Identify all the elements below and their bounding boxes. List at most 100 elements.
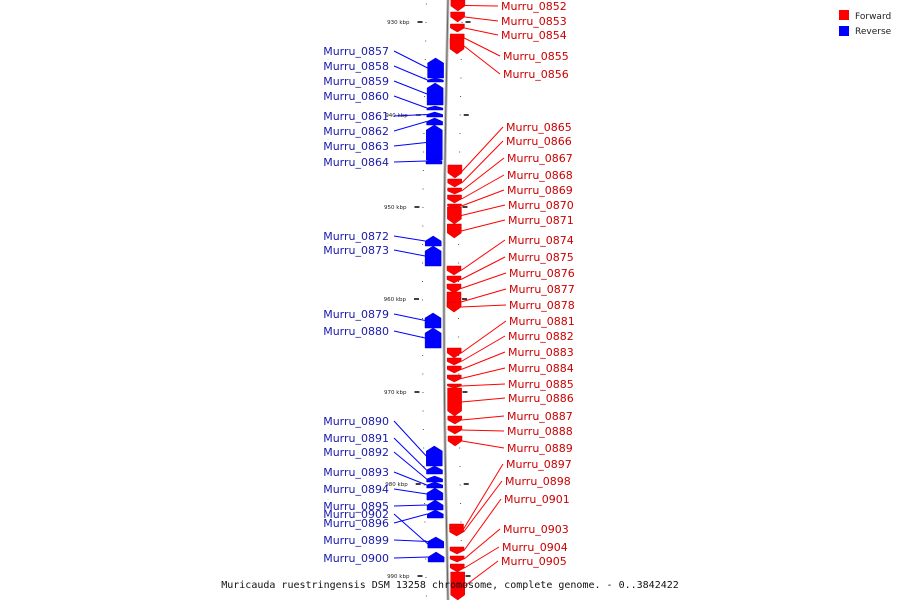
gene-label[interactable]: Murru_0893 — [323, 466, 389, 479]
gene-label[interactable]: Murru_0905 — [501, 555, 567, 568]
gene-label[interactable]: Murru_0900 — [323, 552, 389, 565]
gene-arrow-murru-0878[interactable] — [446, 301, 462, 313]
gene-label[interactable]: Murru_0856 — [503, 68, 569, 81]
gene-arrow-murru-0884[interactable] — [447, 374, 462, 383]
gene-arrow-murru-0865[interactable] — [447, 164, 463, 179]
gene-arrow-murru-0873[interactable] — [424, 245, 442, 267]
gene-label[interactable]: Murru_0853 — [501, 15, 567, 28]
gene-label[interactable]: Murru_0870 — [508, 199, 574, 212]
gene-label[interactable]: Murru_0877 — [509, 283, 575, 296]
gene-arrow-murru-0876[interactable] — [446, 283, 462, 294]
gene-label[interactable]: Murru_0857 — [323, 45, 389, 58]
gene-label[interactable]: Murru_0878 — [509, 299, 575, 312]
gene-arrow-murru-0890[interactable] — [426, 445, 443, 467]
gene-label[interactable]: Murru_0884 — [508, 362, 574, 375]
gene-arrow-murru-0871[interactable] — [447, 223, 462, 239]
gene-arrow-murru-0882[interactable] — [446, 357, 462, 366]
gene-arrow-murru-0881[interactable] — [446, 347, 462, 359]
gene-label[interactable]: Murru_0865 — [506, 121, 572, 134]
gene-arrow-murru-0860[interactable] — [426, 105, 444, 111]
gene-label[interactable]: Murru_0896 — [323, 517, 389, 530]
gene-arrow-murru-0854[interactable] — [450, 23, 465, 33]
gene-label[interactable]: Murru_0902 — [323, 508, 389, 521]
gene-arrow-murru-0868[interactable] — [447, 194, 462, 204]
gene-arrow-murru-0858[interactable] — [427, 77, 444, 83]
gene-label[interactable]: Murru_0872 — [323, 230, 389, 243]
gene-label[interactable]: Murru_0861 — [323, 110, 389, 123]
gene-arrow-murru-0888[interactable] — [447, 425, 463, 435]
gene-arrow-murru-0875[interactable] — [446, 275, 462, 284]
gene-arrow-murru-0885[interactable] — [447, 383, 462, 389]
gene-label[interactable]: Murru_0895 — [323, 500, 389, 513]
gene-label[interactable]: Murru_0855 — [503, 50, 569, 63]
gene-label[interactable]: Murru_0873 — [323, 244, 389, 257]
gene-arrow-murru-0857[interactable] — [427, 57, 444, 79]
gene-label[interactable]: Murru_0860 — [323, 90, 389, 103]
gene-label[interactable]: Murru_0901 — [504, 493, 570, 506]
gene-arrow-murru-0856[interactable] — [449, 37, 465, 55]
gene-label[interactable]: Murru_0899 — [323, 534, 389, 547]
gene-label[interactable]: Murru_0863 — [323, 140, 389, 153]
gene-label[interactable]: Murru_0871 — [508, 214, 574, 227]
gene-arrow-murru-0859[interactable] — [426, 82, 444, 106]
gene-label[interactable]: Murru_0867 — [507, 152, 573, 165]
gene-arrow-murru-0889[interactable] — [447, 435, 463, 447]
gene-arrow-murru-0853[interactable] — [450, 11, 465, 23]
gene-label[interactable]: Murru_0898 — [505, 475, 571, 488]
gene-arrow-murru-0864[interactable] — [425, 157, 443, 165]
gene-label[interactable]: Murru_0891 — [323, 432, 389, 445]
gene-label[interactable]: Murru_0890 — [323, 415, 389, 428]
gene-arrow-murru-0896[interactable] — [427, 509, 444, 519]
gene-label[interactable]: Murru_0894 — [323, 483, 389, 496]
gene-arrow-murru-0874[interactable] — [446, 265, 462, 276]
gene-label[interactable]: Murru_0887 — [507, 410, 573, 423]
gene-label[interactable]: Murru_0882 — [508, 330, 574, 343]
gene-label[interactable]: Murru_0859 — [323, 75, 389, 88]
gene-arrow-murru-0883[interactable] — [447, 365, 462, 374]
gene-arrow-murru-0900[interactable] — [427, 551, 445, 563]
gene-label[interactable]: Murru_0888 — [507, 425, 573, 438]
gene-label[interactable]: Murru_0881 — [509, 315, 575, 328]
gene-label[interactable]: Murru_0892 — [323, 446, 389, 459]
gene-label[interactable]: Murru_0876 — [509, 267, 575, 280]
gene-arrow-murru-0870[interactable] — [447, 206, 462, 225]
gene-arrow-murru-0894[interactable] — [426, 487, 444, 501]
gene-arrow-murru-0901[interactable] — [449, 546, 465, 555]
gene-label[interactable]: Murru_0866 — [506, 135, 572, 148]
gene-arrow-murru-0880[interactable] — [424, 327, 442, 349]
gene-arrow-murru-0862[interactable] — [426, 117, 443, 126]
gene-arrow-murru-0879[interactable] — [424, 312, 442, 329]
gene-label[interactable]: Murru_0874 — [508, 234, 574, 247]
gene-label[interactable]: Murru_0852 — [501, 0, 567, 13]
gene-arrow-murru-0891[interactable] — [426, 465, 443, 475]
gene-arrow-murru-0866[interactable] — [447, 178, 462, 188]
gene-arrow-murru-0861[interactable] — [426, 111, 443, 118]
gene-label[interactable]: Murru_0883 — [508, 346, 574, 359]
gene-label[interactable]: Murru_0875 — [508, 251, 574, 264]
gene-arrow-murru-0898[interactable] — [449, 527, 464, 537]
gene-label[interactable]: Murru_0879 — [323, 308, 389, 321]
gene-arrow-murru-0905[interactable] — [450, 571, 465, 600]
gene-label[interactable]: Murru_0885 — [508, 378, 574, 391]
gene-label[interactable]: Murru_0864 — [323, 156, 389, 169]
gene-label[interactable]: Murru_0868 — [507, 169, 573, 182]
gene-arrow-murru-0902[interactable] — [427, 539, 445, 549]
gene-label[interactable]: Murru_0889 — [507, 442, 573, 455]
gene-arrow-murru-0895[interactable] — [426, 499, 444, 511]
gene-arrow-murru-0887[interactable] — [447, 415, 463, 425]
gene-label[interactable]: Murru_0904 — [502, 541, 568, 554]
gene-label[interactable]: Murru_0897 — [506, 458, 572, 471]
gene-arrow-murru-0863[interactable] — [426, 124, 443, 161]
gene-arrow-murru-0886[interactable] — [447, 387, 462, 417]
gene-label[interactable]: Murru_0862 — [323, 125, 389, 138]
gene-arrow-murru-0903[interactable] — [449, 555, 465, 563]
gene-label[interactable]: Murru_0880 — [323, 325, 389, 338]
gene-arrow-murru-0893[interactable] — [426, 481, 443, 489]
gene-label[interactable]: Murru_0869 — [507, 184, 573, 197]
gene-arrow-murru-0892[interactable] — [426, 475, 443, 483]
gene-label[interactable]: Murru_0858 — [323, 60, 389, 73]
gene-arrow-murru-0904[interactable] — [450, 563, 465, 573]
gene-arrow-murru-0867[interactable] — [447, 187, 462, 195]
gene-label[interactable]: Murru_0903 — [503, 523, 569, 536]
gene-label[interactable]: Murru_0854 — [501, 29, 567, 42]
